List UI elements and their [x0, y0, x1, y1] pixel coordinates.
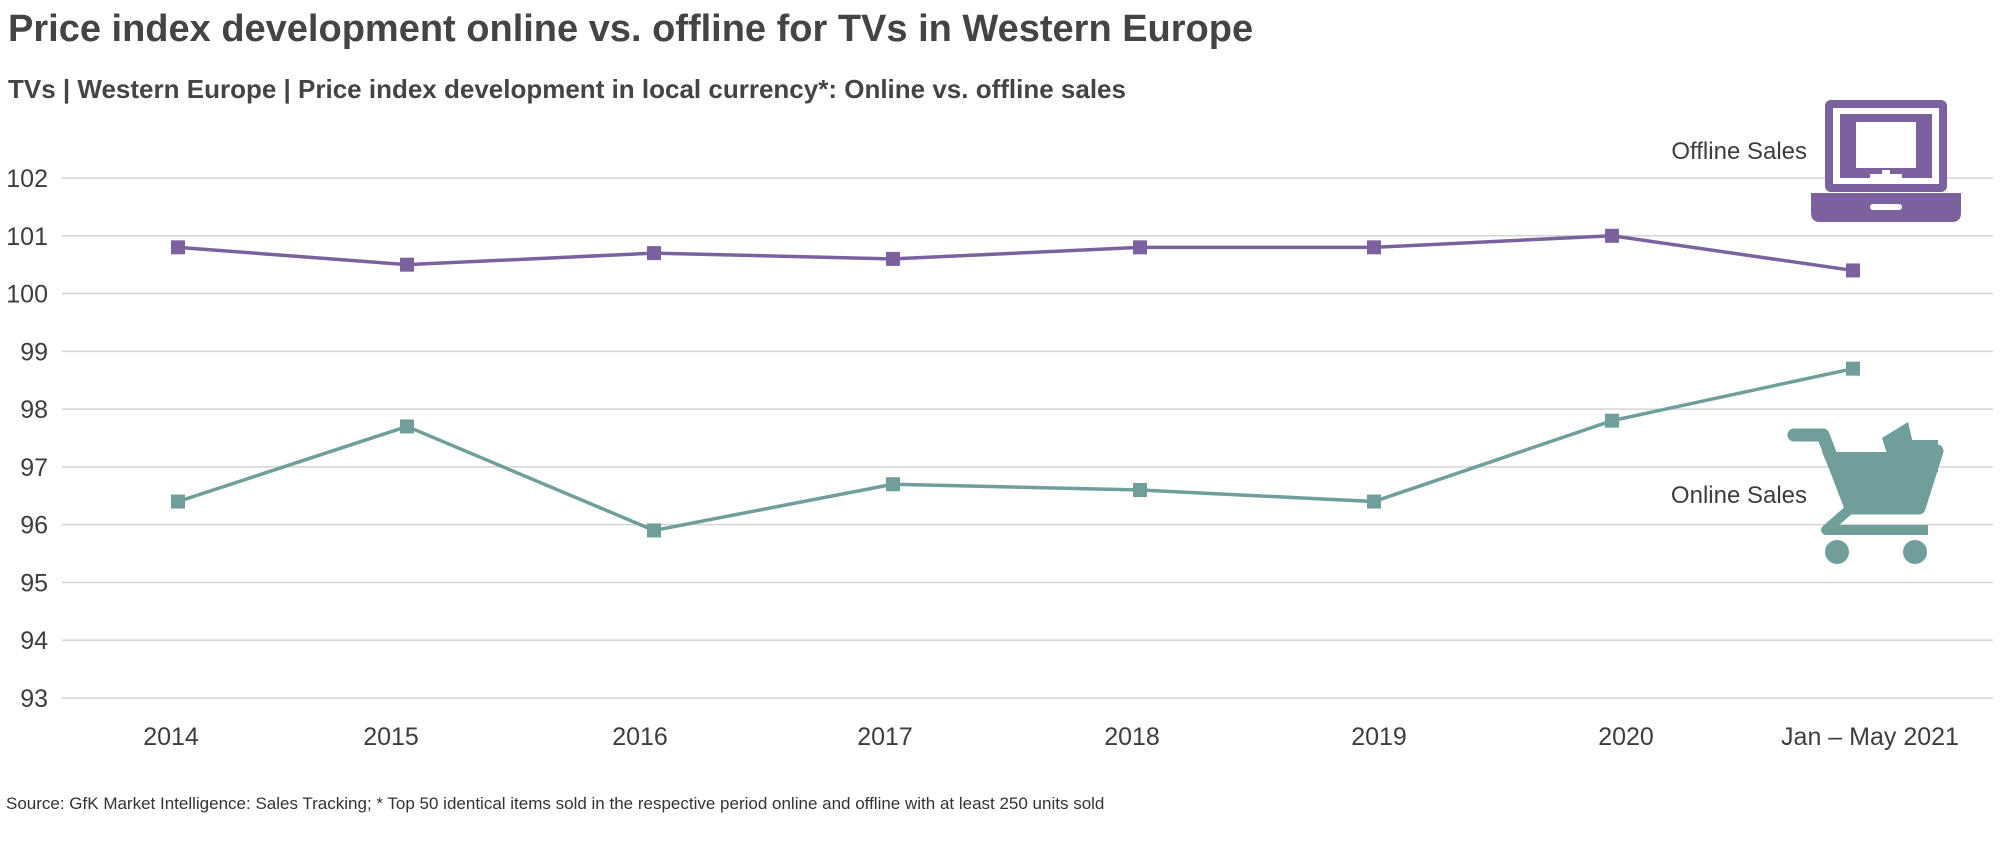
data-point-marker — [647, 523, 661, 538]
chart-title: Price index development online vs. offli… — [8, 8, 1254, 50]
y-tick-label: 97 — [20, 454, 48, 482]
shopping-cart-icon — [1787, 422, 1944, 564]
data-point-marker — [400, 419, 414, 434]
data-point-marker — [1846, 263, 1860, 278]
data-point-marker — [400, 257, 414, 272]
y-tick-label: 93 — [20, 685, 48, 713]
x-tick-label: 2017 — [857, 723, 913, 751]
data-point-marker — [1605, 228, 1619, 243]
x-tick-label: 2019 — [1351, 723, 1407, 751]
y-tick-label: 95 — [20, 569, 48, 597]
gridlines — [62, 177, 1993, 699]
laptop-icon — [1811, 100, 1961, 222]
data-point-marker — [1367, 240, 1381, 255]
data-point-marker — [886, 251, 900, 266]
y-tick-label: 102 — [6, 165, 48, 193]
y-tick-label: 101 — [6, 223, 48, 251]
y-tick-label: 96 — [20, 512, 48, 540]
data-point-marker — [1133, 240, 1147, 255]
x-tick-label: 2020 — [1598, 723, 1654, 751]
data-point-marker — [171, 494, 185, 509]
x-tick-label: 2015 — [363, 723, 419, 751]
data-point-marker — [1846, 361, 1860, 376]
series-label-offline: Offline Sales — [1671, 138, 1807, 165]
data-point-marker — [886, 477, 900, 492]
series-line-online — [177, 366, 1854, 533]
x-axis-ticks: 2014 2015 2016 2017 2018 2019 2020 Jan – May 20… — [143, 723, 1959, 751]
series-line-offline — [177, 234, 1854, 273]
data-point-marker — [1605, 413, 1619, 428]
y-tick-label: 98 — [20, 396, 48, 424]
data-point-marker — [1133, 483, 1147, 497]
y-axis-ticks: 102 101 100 99 98 97 96 95 94 93 — [6, 165, 48, 713]
data-point-marker — [647, 246, 661, 261]
x-tick-label: 2018 — [1104, 723, 1160, 751]
series-label-online: Online Sales — [1671, 482, 1807, 509]
source-note: Source: GfK Market Intelligence: Sales T… — [6, 794, 1105, 813]
y-tick-label: 100 — [6, 281, 48, 309]
data-point-marker — [171, 240, 185, 255]
series-lines — [171, 228, 1860, 538]
y-tick-label: 94 — [20, 627, 48, 655]
data-point-marker — [1367, 494, 1381, 509]
y-tick-label: 99 — [20, 338, 48, 366]
chart-subtitle: TVs | Western Europe | Price index devel… — [8, 74, 1126, 104]
x-tick-label: Jan – May 2021 — [1781, 723, 1959, 751]
x-tick-label: 2016 — [612, 723, 668, 751]
x-tick-label: 2014 — [143, 723, 199, 751]
